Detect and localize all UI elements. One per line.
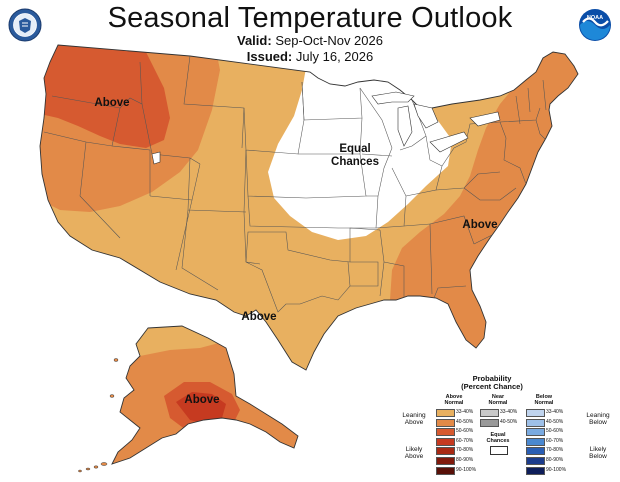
below-header-1: Below bbox=[535, 394, 553, 400]
leaning-below-2: Below bbox=[589, 419, 607, 426]
below-swatch-label-4: 60-70% bbox=[546, 437, 564, 444]
probability-legend: Probability (Percent Chance) Above Norma… bbox=[366, 375, 618, 481]
above-swatch-6 bbox=[436, 457, 455, 465]
issued-label: Issued: bbox=[246, 49, 293, 64]
below-swatch-2 bbox=[526, 418, 545, 427]
below-swatch-1 bbox=[526, 409, 545, 417]
likely-above-label: Likely Above bbox=[396, 446, 432, 460]
near-header-1: Near bbox=[491, 394, 505, 400]
near-swatch-2 bbox=[480, 418, 499, 427]
equal-chances-label-2: Chances bbox=[331, 156, 379, 168]
leaning-above-label: Leaning Above bbox=[396, 412, 432, 426]
above-swatch-2 bbox=[436, 418, 455, 427]
below-swatch-5 bbox=[526, 447, 545, 456]
issued-line: Issued: July 16, 2026 bbox=[0, 49, 620, 64]
above-swatch-label-7: 90-100% bbox=[456, 466, 477, 473]
below-swatch-label-2: 40-50% bbox=[546, 418, 564, 425]
below-swatch-7 bbox=[526, 466, 545, 475]
issued-value: July 16, 2026 bbox=[295, 49, 374, 64]
equal-chances-swatch bbox=[490, 446, 508, 455]
commerce-seal-icon bbox=[8, 8, 42, 42]
below-swatch-label-5: 70-80% bbox=[546, 447, 564, 454]
below-swatch-3 bbox=[526, 428, 545, 437]
above-normal-header: Above Normal bbox=[434, 394, 474, 406]
aleutian-islands bbox=[78, 358, 119, 473]
above-swatch-label-3: 50-60% bbox=[456, 428, 474, 435]
below-header-2: Normal bbox=[534, 400, 554, 406]
above-header-2: Normal bbox=[444, 400, 464, 406]
texas-above-label: Above bbox=[241, 311, 276, 323]
above-swatch-7 bbox=[436, 466, 455, 475]
above-swatch-5 bbox=[436, 447, 455, 456]
below-swatch-6 bbox=[526, 457, 545, 465]
near-swatch-label-1: 33-40% bbox=[500, 409, 518, 415]
likely-below-2: Below bbox=[589, 453, 607, 460]
valid-value: Sep-Oct-Nov 2026 bbox=[275, 33, 383, 48]
above-header-1: Above bbox=[445, 394, 463, 400]
equal-chances-legend-label: Equal Chances bbox=[478, 432, 518, 444]
leaning-above-2: Above bbox=[404, 419, 424, 426]
near-header-2: Normal bbox=[488, 400, 508, 406]
equal-chances-label-1: Equal bbox=[339, 143, 370, 155]
below-swatch-label-6: 80-90% bbox=[546, 457, 564, 463]
near-swatch-label-2: 40-50% bbox=[500, 418, 518, 425]
noaa-logo-icon: NOAA bbox=[579, 9, 611, 41]
above-swatch-label-5: 70-80% bbox=[456, 447, 474, 454]
northwest-above-label: Above bbox=[94, 97, 129, 109]
above-swatch-label-2: 40-50% bbox=[456, 418, 474, 425]
alaska-above-label: Above bbox=[184, 394, 219, 406]
noaa-logo-text: NOAA bbox=[587, 15, 603, 21]
alaska-60-70-region bbox=[176, 392, 226, 424]
likely-above-2: Above bbox=[404, 453, 424, 460]
above-swatch-4 bbox=[436, 437, 455, 446]
leaning-below-label: Leaning Below bbox=[578, 412, 618, 426]
above-swatch-3 bbox=[436, 428, 455, 437]
below-swatch-label-7: 90-100% bbox=[546, 466, 567, 473]
near-swatch-1 bbox=[480, 409, 499, 417]
legend-title: Probability bbox=[472, 374, 512, 383]
great-lakes bbox=[151, 91, 501, 165]
near-normal-header: Near Normal bbox=[478, 394, 518, 406]
above-swatch-label-6: 80-90% bbox=[456, 457, 474, 463]
likely-below-1: Likely bbox=[589, 446, 607, 453]
above-swatch-label-4: 60-70% bbox=[456, 437, 474, 444]
below-swatch-4 bbox=[526, 437, 545, 446]
above-swatch-1 bbox=[436, 409, 455, 417]
northwest-50-60-region bbox=[40, 45, 170, 148]
leaning-below-1: Leaning bbox=[586, 412, 610, 419]
equal-legend-1: Equal bbox=[490, 432, 506, 438]
valid-label: Valid: bbox=[237, 33, 272, 48]
below-swatch-label-1: 33-40% bbox=[546, 409, 564, 415]
likely-below-label: Likely Below bbox=[578, 446, 618, 460]
below-normal-header: Below Normal bbox=[524, 394, 564, 406]
equal-legend-2: Chances bbox=[486, 438, 510, 444]
below-swatch-label-3: 50-60% bbox=[546, 428, 564, 435]
likely-above-1: Likely bbox=[405, 446, 423, 453]
legend-subtitle: (Percent Chance) bbox=[461, 382, 523, 391]
map-title: Seasonal Temperature Outlook bbox=[107, 2, 513, 34]
southeast-above-label: Above bbox=[462, 219, 497, 231]
state-borders bbox=[43, 55, 547, 313]
valid-line: Valid: Sep-Oct-Nov 2026 bbox=[0, 33, 620, 48]
above-swatch-label-1: 33-40% bbox=[456, 409, 474, 415]
leaning-above-1: Leaning bbox=[402, 412, 426, 419]
